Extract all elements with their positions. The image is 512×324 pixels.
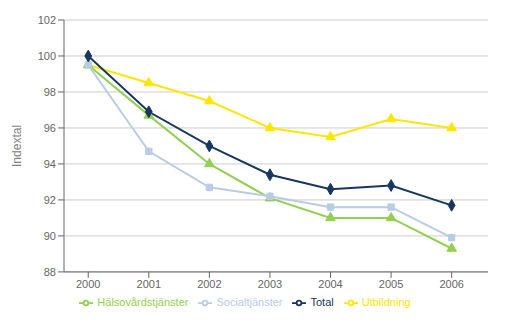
svg-text:Indextal: Indextal — [10, 125, 24, 167]
svg-text:96: 96 — [44, 122, 56, 134]
svg-text:98: 98 — [44, 86, 56, 98]
svg-text:2002: 2002 — [197, 278, 221, 290]
svg-text:2000: 2000 — [76, 278, 100, 290]
svg-text:88: 88 — [44, 266, 56, 278]
html-text:Total: Total — [310, 295, 334, 308]
svg-text:2001: 2001 — [137, 278, 161, 290]
svg-text:2003: 2003 — [258, 278, 282, 290]
svg-text:2005: 2005 — [379, 278, 403, 290]
svg-text:90: 90 — [44, 230, 56, 242]
svg-text:94: 94 — [44, 158, 56, 170]
html-text:Utbildning: Utbildning — [361, 295, 411, 308]
html-text:Hälsovårdstjänster: Hälsovårdstjänster — [97, 295, 189, 308]
svg-text:2006: 2006 — [439, 278, 463, 290]
svg-text:2004: 2004 — [318, 278, 342, 290]
html-text:Socialtjänster: Socialtjänster — [216, 295, 283, 308]
svg-text:92: 92 — [44, 194, 56, 206]
svg-text:102: 102 — [38, 14, 56, 26]
svg-text:100: 100 — [38, 50, 56, 62]
